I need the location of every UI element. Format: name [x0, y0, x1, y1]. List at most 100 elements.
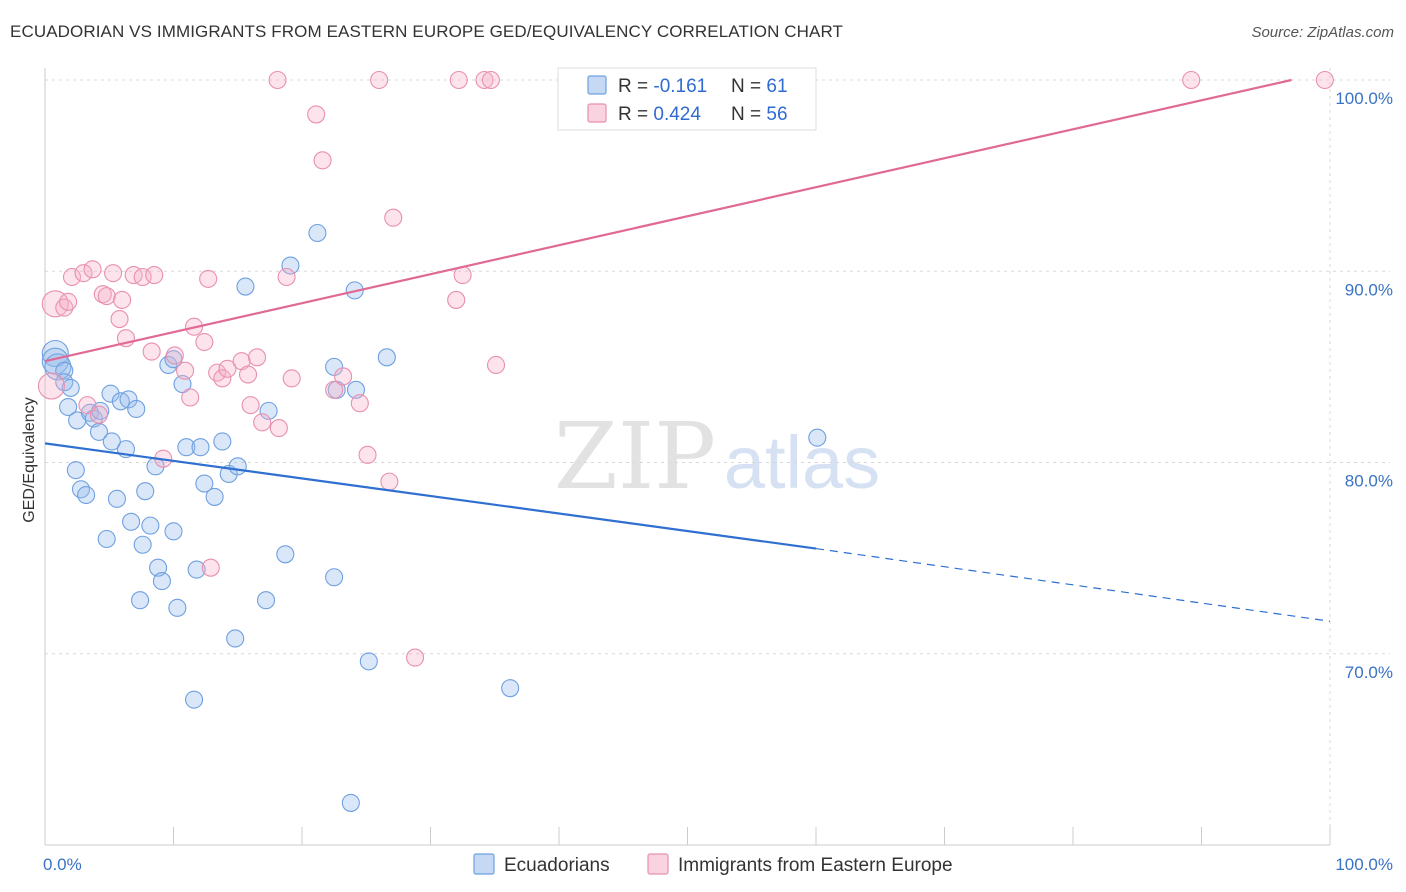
data-point — [259, 401, 278, 420]
data-point — [358, 445, 377, 464]
data-point — [325, 357, 344, 376]
data-point — [110, 310, 129, 329]
data-point — [168, 598, 187, 617]
series-legend: Ecuadorians Immigrants from Eastern Euro… — [473, 853, 953, 876]
data-point — [475, 70, 494, 90]
data-point — [101, 384, 120, 403]
data-point — [142, 342, 161, 361]
trend-line-extension — [815, 547, 1331, 622]
watermark-zip: ZIP — [554, 403, 716, 510]
data-point — [406, 648, 425, 667]
data-point — [218, 359, 237, 378]
data-point — [201, 558, 220, 577]
data-point — [176, 361, 195, 380]
data-point — [370, 70, 389, 90]
data-point — [41, 290, 69, 318]
data-point — [213, 432, 232, 451]
data-point — [97, 529, 116, 549]
data-point — [350, 394, 369, 413]
data-point — [276, 545, 295, 564]
data-point — [1315, 70, 1334, 90]
data-point — [113, 290, 132, 309]
data-point — [164, 522, 183, 541]
svg-text:N = 61: N = 61 — [731, 76, 788, 97]
data-point — [334, 367, 353, 386]
data-point — [59, 292, 78, 311]
legend-r-value-1: -0.161 — [653, 76, 707, 97]
data-point — [226, 629, 245, 648]
data-point — [308, 223, 327, 243]
data-point — [241, 396, 260, 415]
data-point — [277, 267, 296, 287]
data-point — [133, 267, 152, 287]
data-point — [127, 399, 146, 419]
x-tick-label-start: 0.0% — [43, 855, 82, 874]
legend-r-value-2: 0.424 — [653, 104, 701, 125]
data-point — [191, 438, 210, 457]
y-axis-title: GED/Equivalency — [21, 397, 38, 522]
series-ecuadorians-points — [41, 223, 827, 812]
data-point — [307, 105, 326, 124]
legend-swatch-blue — [587, 75, 607, 95]
data-point — [808, 428, 827, 447]
data-point — [77, 485, 96, 505]
y-tick-label: 80.0% — [1345, 472, 1393, 491]
data-point — [213, 369, 232, 388]
data-point — [119, 390, 138, 409]
data-point — [37, 372, 65, 400]
data-point — [501, 679, 520, 698]
data-point — [83, 260, 102, 279]
data-point — [62, 267, 82, 287]
data-point — [486, 355, 506, 375]
data-point — [341, 793, 360, 812]
chart-title: ECUADORIAN VS IMMIGRANTS FROM EASTERN EU… — [10, 22, 844, 41]
data-point — [165, 346, 184, 365]
data-point — [181, 388, 200, 407]
legend-n-label-2: N = — [731, 104, 766, 125]
data-point — [102, 432, 121, 451]
data-point — [89, 405, 109, 424]
data-point — [205, 487, 224, 506]
legend-r-label-1: R = — [618, 76, 653, 97]
data-points — [37, 70, 1334, 812]
data-point — [282, 369, 301, 388]
data-point — [384, 208, 403, 227]
series-legend-swatch-pink — [647, 853, 669, 875]
data-point — [149, 558, 168, 577]
data-point — [236, 277, 255, 296]
data-point — [346, 380, 366, 399]
data-point — [61, 378, 80, 397]
y-tick-label: 70.0% — [1345, 663, 1393, 682]
source-label: Source: ZipAtlas.com — [1251, 24, 1394, 41]
data-point — [131, 591, 150, 610]
data-point — [71, 480, 91, 499]
legend-n-label-1: N = — [731, 76, 766, 97]
data-point — [481, 70, 500, 90]
series-legend-swatch-blue — [473, 853, 495, 875]
data-point — [313, 151, 332, 170]
stats-legend: R = -0.161 N = 61 R = 0.424 N = 56 — [557, 67, 817, 131]
data-point — [141, 516, 160, 535]
data-point — [208, 363, 227, 382]
axes — [44, 68, 1331, 846]
series-legend-label-pink: Immigrants from Eastern Europe — [678, 855, 953, 876]
svg-text:N = 56: N = 56 — [731, 104, 788, 125]
data-point — [185, 690, 204, 709]
data-point — [256, 591, 276, 610]
trend-line-eastern-europe — [44, 78, 1292, 363]
legend-n-value-1: 61 — [766, 76, 787, 97]
legend-swatch-pink — [587, 103, 607, 123]
data-point — [377, 348, 396, 367]
data-point — [136, 482, 155, 501]
trend-line-ecuadorians — [44, 442, 817, 550]
data-point — [199, 269, 218, 288]
svg-text:R = 0.424: R = 0.424 — [618, 104, 701, 125]
y-tick-label: 100.0% — [1335, 89, 1393, 108]
series-legend-label-blue: Ecuadorians — [504, 855, 610, 876]
data-point — [325, 380, 344, 399]
data-point — [97, 287, 116, 306]
gridlines — [45, 68, 1390, 845]
data-point — [269, 419, 288, 438]
data-point — [122, 512, 141, 531]
y-tick-label: 90.0% — [1345, 280, 1393, 299]
